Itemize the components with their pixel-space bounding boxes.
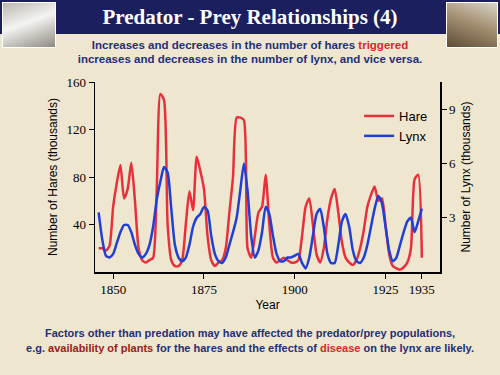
html-text:e.g. availability of plants fo: e.g. availability of plants for the hare… [26,342,474,354]
svg-text:40: 40 [73,217,86,232]
html-text:Predator - Prey Relationships: Predator - Prey Relationships (4) [102,5,398,29]
svg-text:1925: 1925 [373,282,399,297]
svg-text:120: 120 [66,122,86,137]
html-text:increases and decreases in the: increases and decreases in the number of… [77,53,423,65]
svg-text:6: 6 [449,156,456,171]
svg-text:1935: 1935 [409,282,435,297]
svg-text:160: 160 [66,75,86,90]
svg-text:Hare: Hare [399,109,427,124]
svg-text:Year: Year [255,298,279,312]
svg-text:Number of Hares (thousands): Number of Hares (thousands) [46,98,60,256]
svg-text:1875: 1875 [191,282,217,297]
svg-text:80: 80 [73,170,86,185]
svg-text:1850: 1850 [100,282,126,297]
svg-text:Number of Lynx (thousands): Number of Lynx (thousands) [459,102,473,253]
svg-text:9: 9 [449,102,456,117]
svg-text:1900: 1900 [282,282,308,297]
svg-text:3: 3 [449,210,456,225]
html-text:Factors other than predation m: Factors other than predation may have af… [44,327,456,339]
html-text:Increases and decreases in the: Increases and decreases in the number of… [91,39,409,51]
svg-text:Lynx: Lynx [399,129,426,144]
